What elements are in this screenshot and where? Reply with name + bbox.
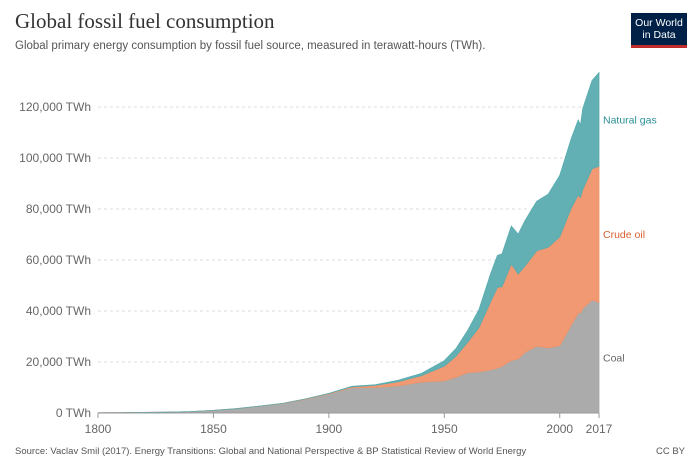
series-label-coal: Coal	[603, 353, 625, 365]
x-tick-label: 2000	[546, 422, 573, 436]
y-tick-label: 100,000 TWh	[19, 151, 91, 165]
fossil-fuel-chart: 0 TWh 20,000 TWh 40,000 TWh 60,000 TWh 80,00…	[19, 71, 657, 436]
logo-line-1: Our World	[635, 17, 683, 29]
x-tick-label: 1900	[316, 422, 343, 436]
y-tick-label: 80,000 TWh	[26, 202, 91, 216]
y-tick-label: 20,000 TWh	[26, 355, 91, 369]
chart-subtitle: Global primary energy consumption by fos…	[15, 40, 486, 52]
axis-layer: 0 TWh 20,000 TWh 40,000 TWh 60,000 TWh 80,00…	[19, 100, 612, 436]
series-label-layer: Coal Crude oil Natural gas	[603, 114, 657, 364]
chart-title: Global fossil fuel consumption	[15, 9, 275, 33]
source-note: Source: Vaclav Smil (2017). Energy Trans…	[15, 446, 527, 457]
x-tick-label: 1800	[85, 422, 112, 436]
license-link[interactable]: CC BY	[655, 446, 685, 457]
x-tick-label: 1850	[200, 422, 227, 436]
x-tick-label: 2017	[586, 422, 613, 436]
x-tick-label: 1950	[431, 422, 458, 436]
owid-logo[interactable]: Our World in Data	[631, 13, 687, 48]
y-tick-label: 40,000 TWh	[26, 304, 91, 318]
logo-line-2: in Data	[642, 29, 676, 41]
y-tick-label: 0 TWh	[56, 406, 91, 420]
area-natural-gas[interactable]	[97, 71, 600, 414]
series-label-crude-oil: Crude oil	[603, 229, 645, 241]
y-tick-label: 60,000 TWh	[26, 253, 91, 267]
series-label-natural-gas: Natural gas	[603, 114, 657, 126]
y-tick-label: 120,000 TWh	[19, 100, 91, 114]
area-layer	[97, 71, 600, 414]
